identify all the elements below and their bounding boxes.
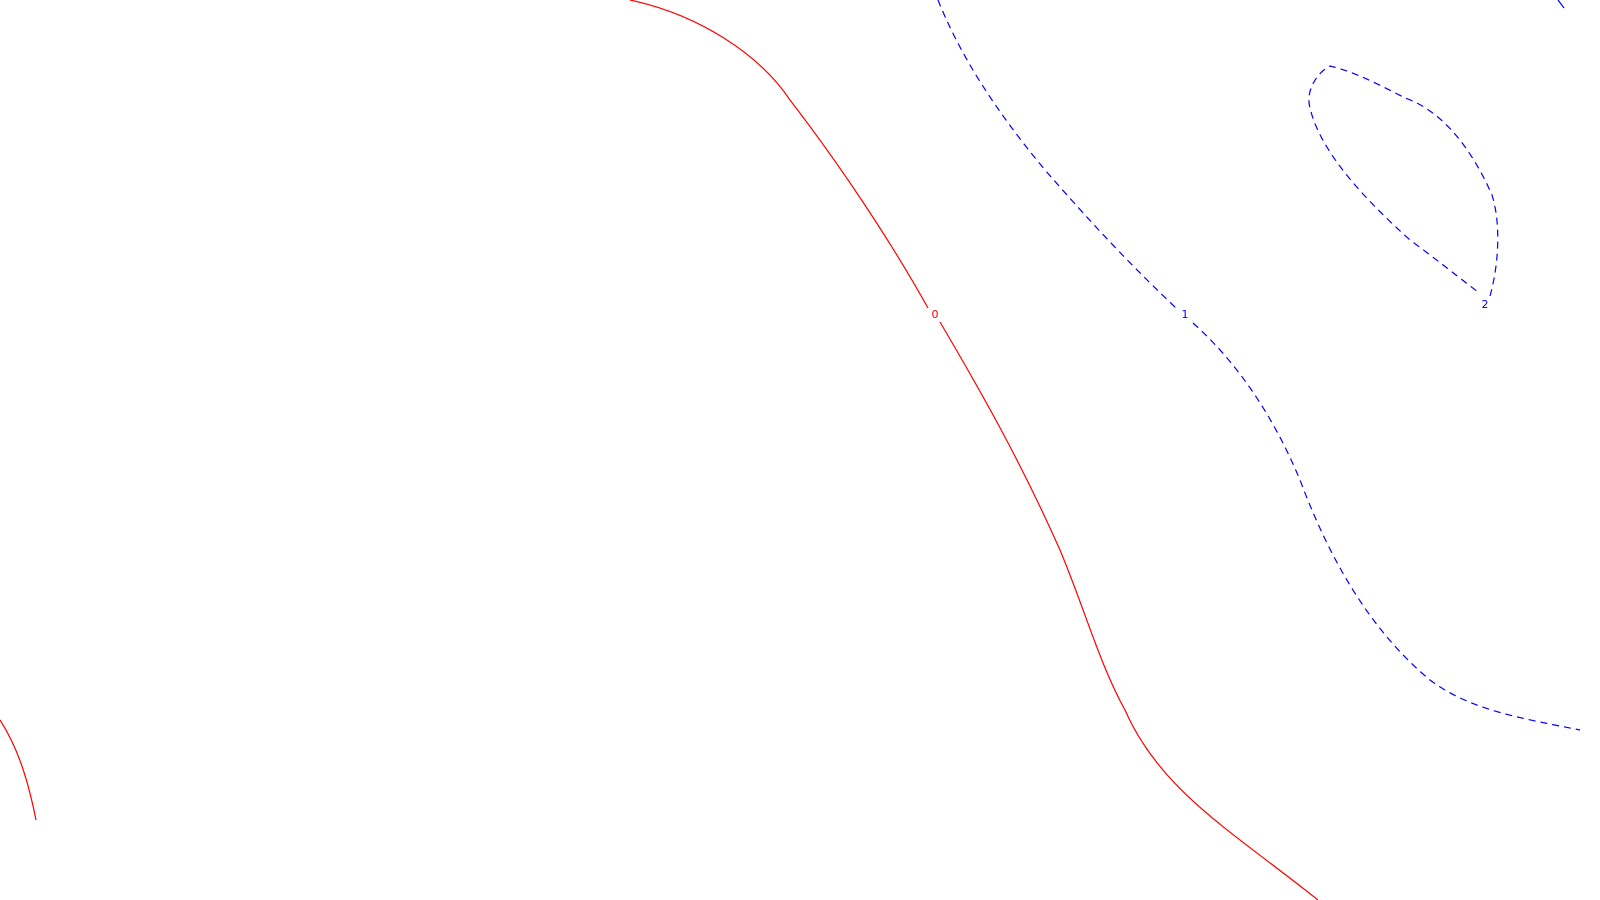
contour-line-level-2 [1308, 65, 1499, 297]
contour-line-level-1-lower [1192, 322, 1581, 731]
contour-line-level-1-corner [1557, 0, 1565, 9]
contour-label-level-2: 2 [1482, 298, 1489, 311]
contour-line-level-0-corner [0, 719, 37, 821]
contour-line-level-0-lower [939, 321, 1319, 900]
contour-line-level-0-upper [629, 0, 929, 309]
contour-label-level-1: 1 [1182, 308, 1189, 321]
contour-label-level-0: 0 [932, 308, 939, 321]
contour-line-level-1-upper [937, 0, 1177, 309]
